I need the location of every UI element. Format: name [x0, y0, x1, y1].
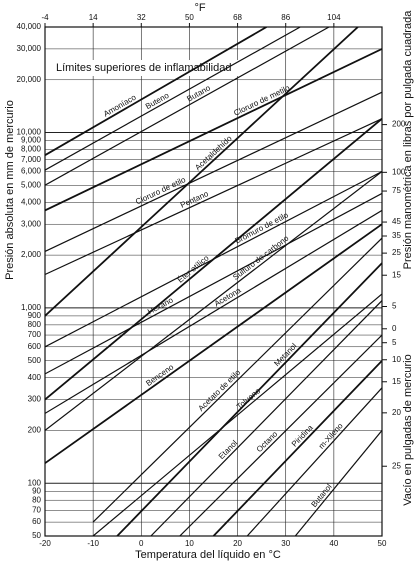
series-label: Éter etílico [176, 253, 211, 284]
y2-tick-label: 25 [392, 248, 401, 257]
x2-axis-label: °F [194, 2, 205, 14]
x-tick-label: 30 [281, 539, 290, 548]
series-line [92, 237, 382, 523]
vacuum-axis-label: Vacío en pulgadas de mercurio [402, 354, 414, 505]
series-label: m-Xileno [317, 421, 345, 451]
y-tick-label: 100 [28, 478, 42, 487]
series-line [294, 430, 382, 536]
y-tick-label: 70 [32, 505, 41, 514]
y-tick-label: 500 [28, 356, 42, 365]
series-label: Acetaldehído [193, 134, 234, 173]
series-line [45, 27, 301, 171]
x2-tick-label: 32 [137, 13, 146, 22]
y-tick-label: 50 [32, 531, 41, 540]
y-tick-label: 3,000 [21, 219, 42, 228]
y2-tick-label: 100 [392, 167, 406, 176]
series-label: Pentano [179, 189, 210, 210]
y-tick-label: 300 [28, 395, 42, 404]
y2-tick-label: 35 [392, 231, 401, 240]
y-tick-label: 1,000 [21, 303, 42, 312]
vacuum-tick-label: 15 [392, 377, 401, 386]
series-label: Amoníaco [102, 92, 138, 118]
y-tick-label: 5,000 [21, 180, 42, 189]
y-tick-label: 600 [28, 342, 42, 351]
y-tick-label: 800 [28, 320, 42, 329]
series-line [45, 118, 382, 401]
x2-tick-label: -4 [41, 13, 49, 22]
series-line [246, 387, 382, 536]
series-label: Octano [255, 429, 280, 454]
x2-tick-label: 14 [89, 13, 98, 22]
series-line [45, 118, 382, 276]
series-line [45, 27, 330, 186]
x-tick-label: 0 [139, 539, 144, 548]
y-tick-label: 9,000 [21, 136, 42, 145]
y2-tick-label: 200 [392, 120, 406, 129]
series-lines [45, 27, 382, 536]
grid [44, 26, 383, 537]
x-tick-label: 50 [378, 539, 387, 548]
y-tick-label: 30,000 [17, 44, 42, 53]
x-tick-label: 10 [185, 539, 194, 548]
series-label: Benceno [144, 362, 175, 388]
x-tick-label: -20 [39, 539, 51, 548]
x2-tick-label: 50 [185, 13, 194, 22]
y-tick-label: 90 [32, 486, 41, 495]
y-tick-label: 80 [32, 495, 41, 504]
y2-axis-label: Presión manométrica en libras por pulgad… [402, 10, 414, 270]
y-axis-label: Presión absoluta en mm de mercurio [4, 100, 16, 280]
series-line [212, 360, 382, 536]
series-line [45, 223, 382, 464]
y2-tick-label: 45 [392, 217, 401, 226]
series-label: Butanol [309, 482, 333, 509]
y-tick-label: 7,000 [21, 155, 42, 164]
vacuum-tick-label: 10 [392, 355, 401, 364]
x-tick-label: 20 [233, 539, 242, 548]
x-tick-label: -10 [87, 539, 99, 548]
y-tick-label: 200 [28, 426, 42, 435]
y-tick-label: 40,000 [17, 22, 42, 31]
series-label: Piridina [290, 423, 315, 449]
series-line [45, 171, 382, 431]
series-label: Cloruro de metilo [232, 83, 291, 118]
y2-tick-label: 5 [392, 302, 397, 311]
series-line [45, 27, 359, 317]
vacuum-tick-label: 25 [392, 461, 401, 470]
y-tick-label: 2,000 [21, 250, 42, 259]
series-line [116, 262, 382, 536]
series-line [45, 48, 382, 212]
vacuum-tick-label: 5 [392, 338, 397, 347]
vacuum-tick-label: 20 [392, 408, 401, 417]
chart-title: Límites superiores de inflamabilidad [56, 62, 231, 74]
series-label: Tolueno [235, 386, 263, 411]
x2-tick-label: 104 [327, 13, 341, 22]
series-line [45, 209, 382, 414]
y-tick-label: 900 [28, 311, 42, 320]
series-label: Hexano [146, 295, 175, 316]
series-line [45, 27, 267, 156]
y-tick-label: 8,000 [21, 145, 42, 154]
plot-frame [44, 26, 383, 537]
series-label: Buteno [144, 91, 171, 112]
y-tick-label: 4,000 [21, 197, 42, 206]
y2-tick-label: 0 [392, 324, 397, 333]
y-tick-label: 10,000 [17, 128, 42, 137]
x2-tick-label: 68 [233, 13, 242, 22]
y2-tick-label: 75 [392, 186, 401, 195]
x2-tick-label: 86 [281, 13, 290, 22]
series-line [45, 91, 382, 252]
series-line [179, 334, 382, 536]
y-tick-label: 60 [32, 517, 41, 526]
y2-tick-label: 15 [392, 270, 401, 279]
y-tick-label: 700 [28, 330, 42, 339]
series-line [92, 293, 382, 536]
x-axis-label: Temperatura del líquido en °C [135, 549, 281, 561]
series-line [45, 192, 382, 375]
y-tick-label: 20,000 [17, 75, 42, 84]
y-tick-label: 6,000 [21, 167, 42, 176]
y-tick-label: 400 [28, 373, 42, 382]
x-tick-label: 40 [329, 539, 338, 548]
series-line [150, 300, 382, 536]
